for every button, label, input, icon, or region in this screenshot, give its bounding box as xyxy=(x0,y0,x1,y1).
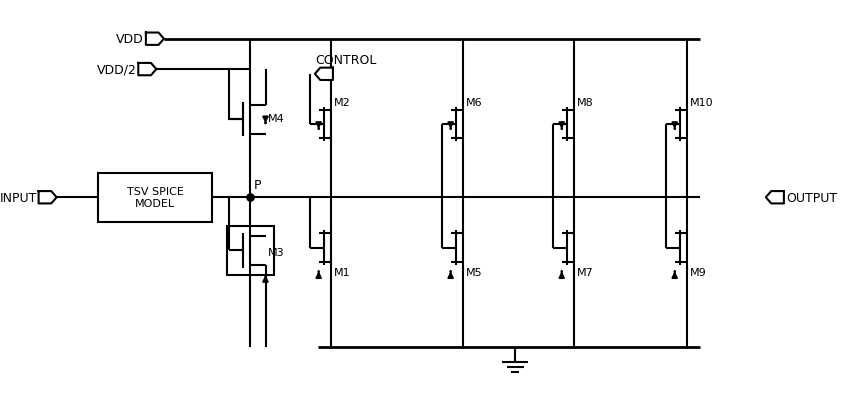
Text: M9: M9 xyxy=(690,267,706,277)
Text: M10: M10 xyxy=(690,98,713,108)
Text: VDD: VDD xyxy=(116,33,144,46)
Polygon shape xyxy=(138,64,156,76)
Polygon shape xyxy=(39,192,57,204)
Text: M6: M6 xyxy=(466,98,483,108)
Bar xyxy=(99,173,213,222)
Polygon shape xyxy=(315,68,333,81)
Text: M7: M7 xyxy=(577,267,593,277)
Text: M4: M4 xyxy=(268,113,284,123)
Text: M3: M3 xyxy=(268,248,284,258)
Bar xyxy=(226,226,274,275)
Text: VDD/2: VDD/2 xyxy=(96,64,137,77)
Text: M5: M5 xyxy=(466,267,483,277)
Text: M8: M8 xyxy=(577,98,593,108)
Polygon shape xyxy=(766,192,784,204)
Text: INPUT: INPUT xyxy=(0,191,36,204)
Text: OUTPUT: OUTPUT xyxy=(787,191,838,204)
Polygon shape xyxy=(146,34,164,46)
Text: M2: M2 xyxy=(334,98,350,108)
Text: CONTROL: CONTROL xyxy=(315,54,376,67)
Text: M1: M1 xyxy=(334,267,350,277)
Text: TSV SPICE
MODEL: TSV SPICE MODEL xyxy=(127,187,184,209)
Text: P: P xyxy=(254,178,262,191)
